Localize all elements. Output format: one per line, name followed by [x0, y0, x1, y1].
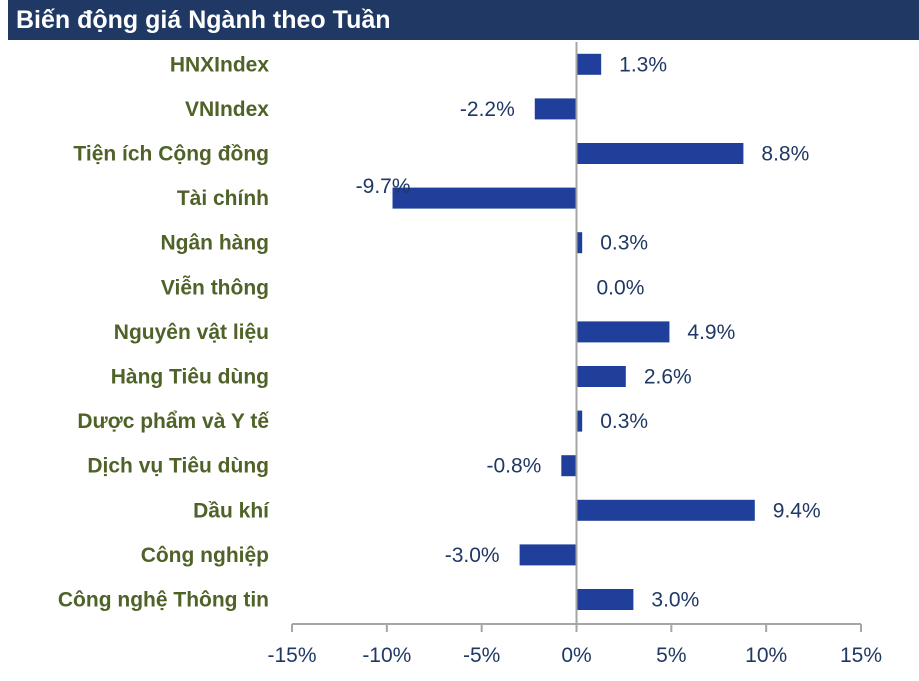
data-label: -0.8% [486, 455, 541, 478]
bar [561, 455, 577, 477]
bar [576, 53, 602, 75]
data-label: 8.8% [761, 143, 809, 166]
bar [576, 410, 583, 432]
bar [576, 143, 744, 164]
bar [576, 366, 626, 387]
x-tick-label: -5% [463, 644, 500, 667]
data-label: 4.9% [687, 321, 735, 344]
x-tick-label: -15% [267, 644, 316, 667]
category-label: Công nghiệp [141, 544, 269, 567]
category-label: Tiện ích Cộng đồng [73, 143, 269, 166]
bar [392, 187, 577, 209]
category-label: Hàng Tiêu dùng [111, 366, 269, 389]
data-label: 9.4% [773, 499, 821, 522]
category-label: Dịch vụ Tiêu dùng [87, 455, 269, 478]
x-tick-label: 10% [745, 644, 787, 667]
category-label: Dầu khí [193, 499, 270, 522]
bar [519, 544, 577, 566]
x-tick-label: 0% [561, 644, 591, 667]
category-label: VNIndex [185, 98, 269, 121]
data-label: 3.0% [651, 589, 699, 612]
data-label: 0.3% [600, 410, 648, 433]
x-tick-label: 15% [840, 644, 882, 667]
x-tick-label: -10% [362, 644, 411, 667]
bar [576, 232, 583, 254]
bar [576, 589, 634, 610]
x-tick-label: 5% [656, 644, 686, 667]
category-label: Viễn thông [161, 275, 269, 299]
bar [576, 499, 755, 521]
data-label: 2.6% [644, 366, 692, 389]
data-label: 0.0% [597, 276, 645, 299]
data-label: -2.2% [460, 98, 515, 121]
data-label: 1.3% [619, 53, 667, 76]
category-label: Dược phẩm và Y tế [77, 410, 269, 433]
category-label: Công nghệ Thông tin [58, 589, 269, 612]
bar [534, 98, 577, 120]
data-label: -3.0% [445, 544, 500, 567]
data-label: 0.3% [600, 232, 648, 255]
data-label: -9.7% [356, 175, 411, 198]
category-label: Nguyên vật liệu [114, 321, 269, 344]
bar [576, 321, 670, 343]
title-bar: Biến động giá Ngành theo Tuần [8, 0, 919, 40]
category-label: Tài chính [177, 187, 269, 210]
category-label: HNXIndex [170, 53, 270, 76]
category-label: Ngân hàng [161, 232, 270, 255]
chart-title: Biến động giá Ngành theo Tuần [16, 6, 391, 34]
